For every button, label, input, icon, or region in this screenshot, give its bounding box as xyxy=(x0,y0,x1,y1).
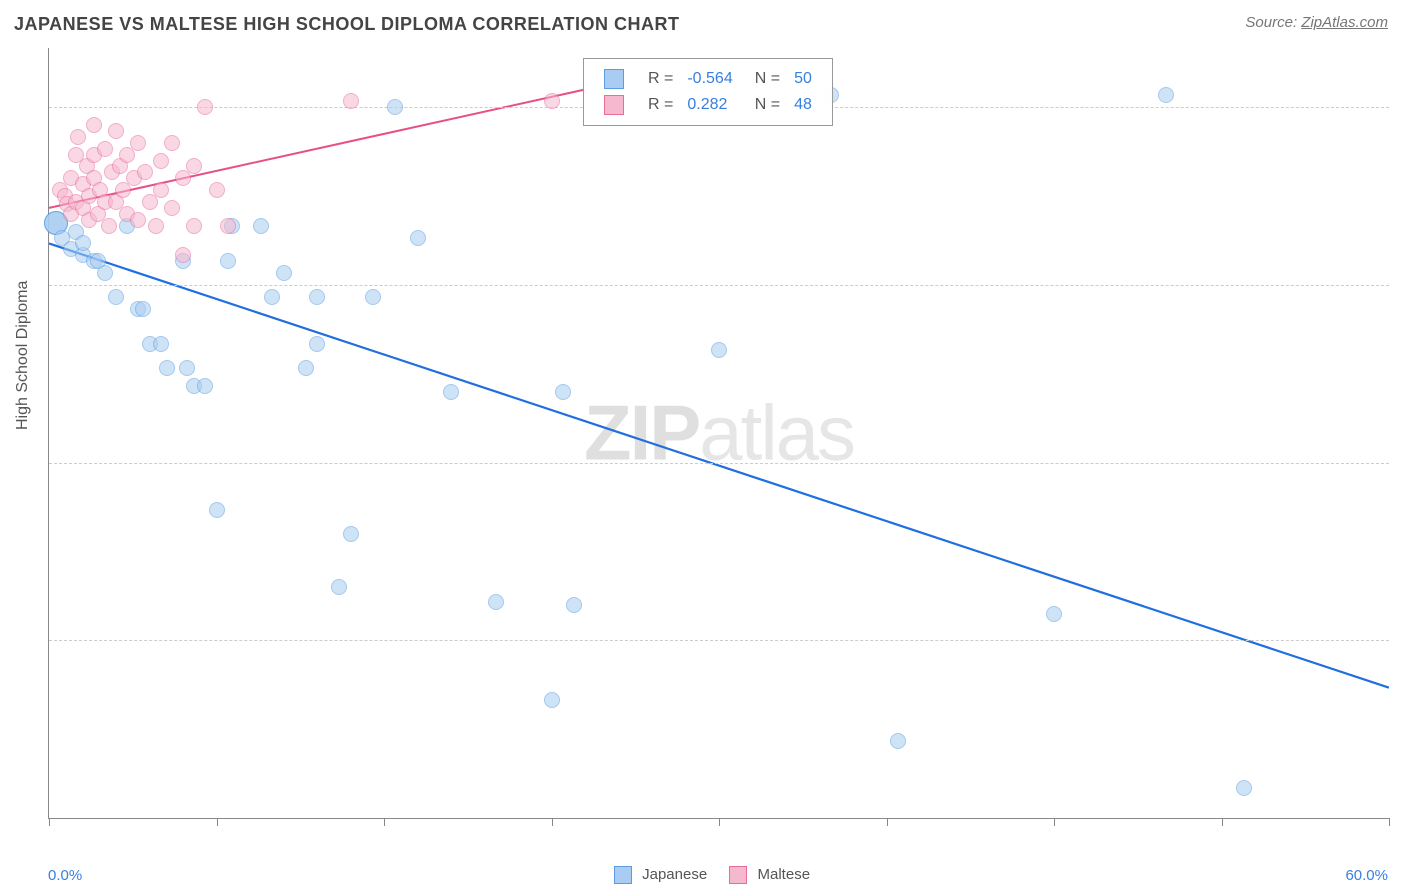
scatter-point xyxy=(108,123,124,139)
source-prefix: Source: xyxy=(1245,14,1301,31)
gridline-h xyxy=(49,640,1389,641)
stats-n-value: 48 xyxy=(788,93,818,117)
x-tick xyxy=(552,818,553,826)
legend-label-maltese: Maltese xyxy=(758,866,811,883)
scatter-point xyxy=(148,218,164,234)
scatter-point xyxy=(197,378,213,394)
scatter-point xyxy=(264,289,280,305)
chart-title: JAPANESE VS MALTESE HIGH SCHOOL DIPLOMA … xyxy=(14,14,680,35)
legend-bottom: Japanese Maltese xyxy=(0,866,1406,884)
scatter-point xyxy=(164,200,180,216)
scatter-point xyxy=(197,99,213,115)
y-tick-label: 55.0% xyxy=(1399,632,1406,649)
scatter-point xyxy=(135,301,151,317)
scatter-point xyxy=(711,342,727,358)
scatter-point xyxy=(331,579,347,595)
stats-n-label: N = xyxy=(741,67,786,91)
scatter-point xyxy=(137,164,153,180)
scatter-point xyxy=(86,117,102,133)
scatter-point xyxy=(97,265,113,281)
x-tick xyxy=(1222,818,1223,826)
x-tick xyxy=(49,818,50,826)
scatter-point xyxy=(343,93,359,109)
scatter-point xyxy=(209,182,225,198)
source-link[interactable]: ZipAtlas.com xyxy=(1301,14,1388,31)
stats-n-value: 50 xyxy=(788,67,818,91)
scatter-point xyxy=(220,253,236,269)
scatter-point xyxy=(164,135,180,151)
scatter-point xyxy=(186,218,202,234)
scatter-point xyxy=(130,135,146,151)
y-tick-label: 70.0% xyxy=(1399,454,1406,471)
stats-n-label: N = xyxy=(741,93,786,117)
correlation-stats-box: R =-0.564N =50 R =0.282N =48 xyxy=(583,58,833,126)
stats-swatch xyxy=(604,69,624,89)
scatter-point xyxy=(130,212,146,228)
stats-r-label: R = xyxy=(642,67,679,91)
legend-swatch-japanese xyxy=(614,866,632,884)
scatter-point xyxy=(276,265,292,281)
scatter-point xyxy=(1158,87,1174,103)
scatter-point xyxy=(97,141,113,157)
scatter-point xyxy=(108,289,124,305)
scatter-point xyxy=(555,384,571,400)
x-tick xyxy=(217,818,218,826)
stats-r-value: -0.564 xyxy=(681,67,738,91)
scatter-point xyxy=(298,360,314,376)
scatter-point xyxy=(153,182,169,198)
scatter-point xyxy=(209,502,225,518)
stats-swatch xyxy=(604,95,624,115)
scatter-point xyxy=(153,336,169,352)
scatter-point xyxy=(309,289,325,305)
x-tick xyxy=(1389,818,1390,826)
scatter-point xyxy=(220,218,236,234)
gridline-h xyxy=(49,463,1389,464)
scatter-point xyxy=(1046,606,1062,622)
scatter-point xyxy=(544,692,560,708)
legend-label-japanese: Japanese xyxy=(642,866,707,883)
scatter-point xyxy=(544,93,560,109)
x-tick xyxy=(1054,818,1055,826)
scatter-point xyxy=(70,129,86,145)
scatter-point xyxy=(566,597,582,613)
y-tick-label: 85.0% xyxy=(1399,276,1406,293)
scatter-point xyxy=(410,230,426,246)
scatter-point xyxy=(186,158,202,174)
scatter-point xyxy=(175,247,191,263)
scatter-point xyxy=(153,153,169,169)
x-tick xyxy=(384,818,385,826)
scatter-point xyxy=(75,235,91,251)
scatter-point xyxy=(1236,780,1252,796)
y-tick-label: 100.0% xyxy=(1399,99,1406,116)
legend-swatch-maltese xyxy=(729,866,747,884)
scatter-point xyxy=(890,733,906,749)
y-axis-label: High School Diploma xyxy=(14,281,32,430)
scatter-point xyxy=(101,218,117,234)
scatter-point xyxy=(343,526,359,542)
scatter-point xyxy=(253,218,269,234)
gridline-h xyxy=(49,285,1389,286)
scatter-point xyxy=(309,336,325,352)
source-attribution: Source: ZipAtlas.com xyxy=(1245,14,1388,31)
x-tick xyxy=(719,818,720,826)
stats-r-label: R = xyxy=(642,93,679,117)
scatter-point xyxy=(365,289,381,305)
scatter-point xyxy=(443,384,459,400)
scatter-point xyxy=(179,360,195,376)
scatter-plot-area: ZIPatlas 55.0%70.0%85.0%100.0%R =-0.564N… xyxy=(48,48,1389,819)
stats-r-value: 0.282 xyxy=(681,93,738,117)
x-tick xyxy=(887,818,888,826)
scatter-point xyxy=(488,594,504,610)
watermark: ZIPatlas xyxy=(584,388,854,479)
scatter-point xyxy=(159,360,175,376)
scatter-point xyxy=(387,99,403,115)
